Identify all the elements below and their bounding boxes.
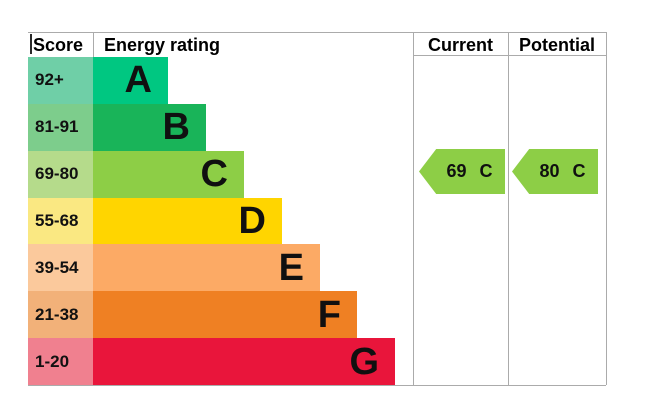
band-row-d: 55-68 D bbox=[28, 197, 606, 245]
table-top-border bbox=[28, 32, 606, 33]
band-row-c: 69-80 C bbox=[28, 150, 606, 198]
band-bar-f: F bbox=[93, 291, 357, 339]
score-column-divider bbox=[93, 32, 94, 57]
current-rating-arrow-icon: 69 C bbox=[419, 149, 505, 194]
potential-column-left-border bbox=[508, 32, 509, 385]
band-bar-d: D bbox=[93, 197, 282, 245]
band-letter: A bbox=[124, 59, 152, 102]
score-range-label: 81-91 bbox=[28, 103, 93, 151]
score-range-label: 1-20 bbox=[28, 338, 93, 386]
potential-rating-band: C bbox=[572, 161, 586, 181]
table-bottom-border bbox=[28, 385, 606, 386]
band-letter: G bbox=[349, 340, 379, 383]
score-column-header: Score bbox=[33, 35, 84, 55]
band-bar-g: G bbox=[93, 338, 395, 386]
band-letter: E bbox=[278, 246, 304, 289]
score-range-label: 69-80 bbox=[28, 150, 93, 198]
band-row-g: 1-20 G bbox=[28, 338, 606, 386]
score-range-label: 21-38 bbox=[28, 291, 93, 339]
text-caret bbox=[30, 34, 32, 54]
band-row-b: 81-91 B bbox=[28, 103, 606, 151]
band-letter: B bbox=[162, 106, 190, 149]
score-range-label: 39-54 bbox=[28, 244, 93, 292]
band-bar-a: A bbox=[93, 57, 168, 104]
potential-column-header: Potential bbox=[518, 35, 595, 55]
table-right-border bbox=[606, 32, 607, 385]
band-bar-c: C bbox=[93, 150, 244, 198]
band-letter: D bbox=[238, 200, 266, 242]
potential-rating-arrow-icon: 80 C bbox=[512, 149, 598, 194]
current-column-header: Current bbox=[427, 35, 493, 55]
band-bar-e: E bbox=[93, 244, 320, 292]
score-range-label: 92+ bbox=[28, 57, 93, 104]
band-row-f: 21-38 F bbox=[28, 291, 606, 339]
current-rating-value: 69 bbox=[446, 161, 467, 181]
score-range-label: 55-68 bbox=[28, 197, 93, 245]
potential-rating-value: 80 bbox=[539, 161, 560, 181]
band-rows: 92+ A 81-91 B 69-80 C 55-68 D 39-54 E 21… bbox=[28, 57, 606, 386]
header-underline bbox=[413, 55, 606, 56]
band-letter: C bbox=[200, 153, 228, 196]
band-letter: F bbox=[317, 293, 341, 336]
band-row-e: 39-54 E bbox=[28, 244, 606, 292]
energy-rating-column-header: Energy rating bbox=[104, 35, 221, 55]
current-rating-band: C bbox=[479, 161, 493, 181]
band-row-a: 92+ A bbox=[28, 57, 606, 104]
band-bar-b: B bbox=[93, 103, 206, 151]
current-column-left-border bbox=[413, 32, 414, 385]
